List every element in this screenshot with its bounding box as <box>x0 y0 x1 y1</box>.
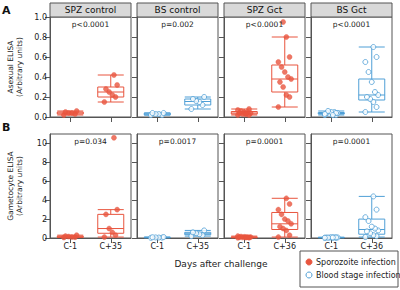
svg-text:Sporozoite infection: Sporozoite infection <box>316 258 396 267</box>
svg-text:SPZ Gct: SPZ Gct <box>247 5 283 15</box>
svg-text:0.4: 0.4 <box>34 73 47 82</box>
svg-text:Blood stage infection: Blood stage infection <box>316 271 400 280</box>
svg-text:8: 8 <box>42 158 47 167</box>
svg-text:Asexual ELISA: Asexual ELISA <box>6 40 15 94</box>
svg-text:Gametocyte ELISA: Gametocyte ELISA <box>6 150 15 220</box>
svg-text:C-1: C-1 <box>63 242 77 251</box>
svg-text:A: A <box>2 4 11 17</box>
svg-text:Days after challenge: Days after challenge <box>174 259 268 269</box>
svg-text:(Arbitrary units): (Arbitrary units) <box>15 156 24 216</box>
svg-text:C+36: C+36 <box>274 242 296 251</box>
svg-text:p<0.0001: p<0.0001 <box>333 20 371 29</box>
svg-text:p=0.002: p=0.002 <box>161 20 194 29</box>
svg-text:6: 6 <box>42 177 47 186</box>
svg-text:p=0.0001: p=0.0001 <box>246 137 284 146</box>
svg-text:C-1: C-1 <box>324 242 338 251</box>
svg-text:C+35: C+35 <box>187 242 209 251</box>
svg-text:10: 10 <box>37 139 47 148</box>
svg-text:BS Gct: BS Gct <box>336 5 367 15</box>
svg-text:B: B <box>2 121 10 134</box>
svg-text:C-1: C-1 <box>237 242 251 251</box>
svg-text:p=0.034: p=0.034 <box>74 137 107 146</box>
svg-text:BS control: BS control <box>155 5 201 15</box>
svg-text:p<0.0001: p<0.0001 <box>72 20 110 29</box>
svg-text:p<0.0001: p<0.0001 <box>246 20 284 29</box>
svg-text:C+35: C+35 <box>100 242 122 251</box>
svg-text:(Arbitrary units): (Arbitrary units) <box>15 37 24 97</box>
svg-text:SPZ control: SPZ control <box>65 5 116 15</box>
svg-text:0.2: 0.2 <box>34 93 47 102</box>
svg-text:0.0: 0.0 <box>34 113 47 122</box>
svg-text:C-1: C-1 <box>150 242 164 251</box>
svg-text:C+36: C+36 <box>361 242 383 251</box>
svg-text:4: 4 <box>42 196 47 205</box>
svg-text:p=0.0017: p=0.0017 <box>159 137 197 146</box>
svg-text:0.8: 0.8 <box>34 33 47 42</box>
svg-text:2: 2 <box>42 215 47 224</box>
svg-text:1.0: 1.0 <box>34 13 47 22</box>
svg-text:p=0.0001: p=0.0001 <box>333 137 371 146</box>
svg-text:0: 0 <box>42 234 47 243</box>
svg-text:0.6: 0.6 <box>34 53 47 62</box>
